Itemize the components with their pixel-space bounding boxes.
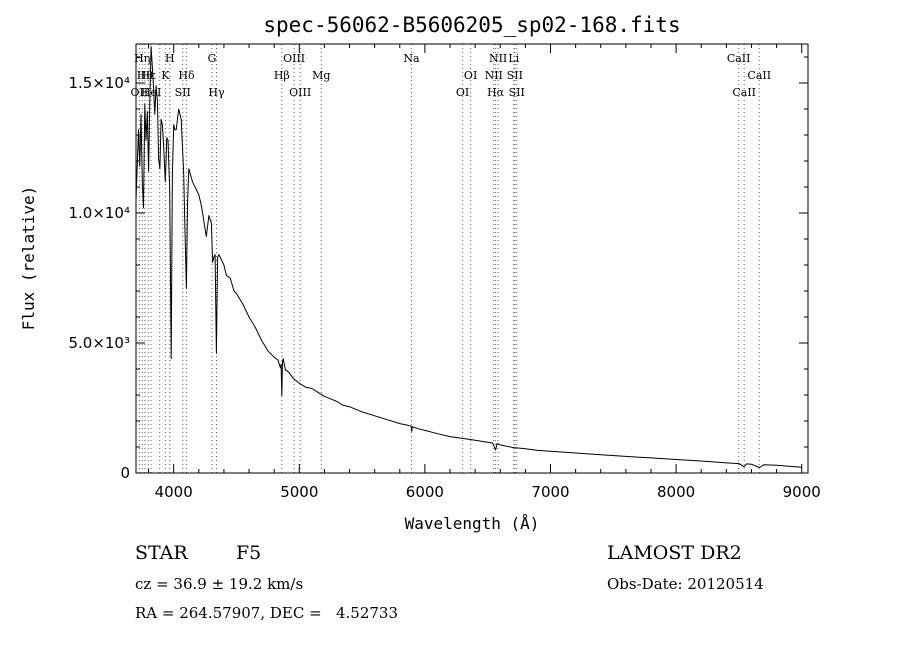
spectrum-line [135, 46, 802, 468]
redshift-readout: cz = 36.9 ± 19.2 km/s [135, 575, 304, 593]
spectral-line-labels: OIIHηHθHεHeIKHSIIHδGHγHβOIIIOIIIMgNaOIOI… [131, 52, 772, 99]
line-label-8: SII [175, 86, 191, 99]
line-label-15: Mg [312, 69, 330, 82]
line-label-23: SII [507, 69, 523, 82]
x-tick-label-1: 5000 [280, 483, 318, 501]
x-tick-label-4: 8000 [657, 483, 695, 501]
chart-title: spec-56062-B5606205_sp02-168.fits [263, 13, 680, 37]
line-label-1: Hη [134, 52, 150, 65]
line-label-26: CaII [732, 86, 756, 99]
line-label-24: SII [509, 86, 525, 99]
line-label-2: Hθ [137, 69, 154, 82]
y-axis-ticks [136, 56, 808, 474]
line-label-25: CaII [727, 52, 751, 65]
line-label-10: G [208, 52, 217, 65]
y-tick-label-0: 0 [120, 464, 130, 482]
object-class: STAR [135, 542, 188, 564]
line-label-21: NII [489, 52, 507, 65]
y-tick-label-1: 5.0×10³ [68, 334, 130, 352]
y-tick-label-3: 1.5×10⁴ [68, 74, 130, 92]
x-axis-ticks [148, 44, 803, 473]
line-label-22: Li [508, 52, 519, 65]
y-tick-label-2: 1.0×10⁴ [68, 204, 130, 222]
line-label-7: H [165, 52, 175, 65]
line-label-20: Hα [487, 86, 505, 99]
x-tick-label-3: 7000 [531, 483, 569, 501]
line-label-19: NII [485, 69, 503, 82]
line-label-3: Hε [141, 69, 157, 82]
x-tick-label-5: 9000 [783, 483, 821, 501]
x-tick-label-2: 6000 [406, 483, 444, 501]
line-label-4: HeI [141, 86, 161, 99]
line-label-17: OI [456, 86, 469, 99]
line-label-27: CaII [747, 69, 771, 82]
line-label-11: Hγ [208, 86, 225, 99]
y-axis-label: Flux (relative) [19, 186, 38, 331]
plot-frame [135, 43, 809, 474]
line-label-16: Na [403, 52, 420, 65]
line-label-9: Hδ [178, 69, 195, 82]
line-label-12: Hβ [274, 69, 290, 82]
x-axis-tick-labels: 4000 5000 6000 7000 8000 9000 [155, 483, 821, 501]
line-label-0: OII [131, 86, 149, 99]
x-tick-label-0: 4000 [155, 483, 193, 501]
line-label-6: K [161, 69, 170, 82]
obs-date-readout: Obs-Date: 20120514 [607, 575, 764, 593]
line-label-18: OI [464, 69, 477, 82]
survey-label: LAMOST DR2 [607, 542, 742, 564]
coordinates-readout: RA = 264.57907, DEC = 4.52733 [135, 604, 399, 622]
y-axis-tick-labels: 0 5.0×10³ 1.0×10⁴ 1.5×10⁴ [68, 74, 130, 482]
spectral-line-markers [138, 44, 760, 473]
line-label-13: OIII [283, 52, 305, 65]
x-axis-label: Wavelength (Å) [405, 514, 540, 533]
object-subclass: F5 [236, 542, 262, 564]
line-label-14: OIII [289, 86, 311, 99]
